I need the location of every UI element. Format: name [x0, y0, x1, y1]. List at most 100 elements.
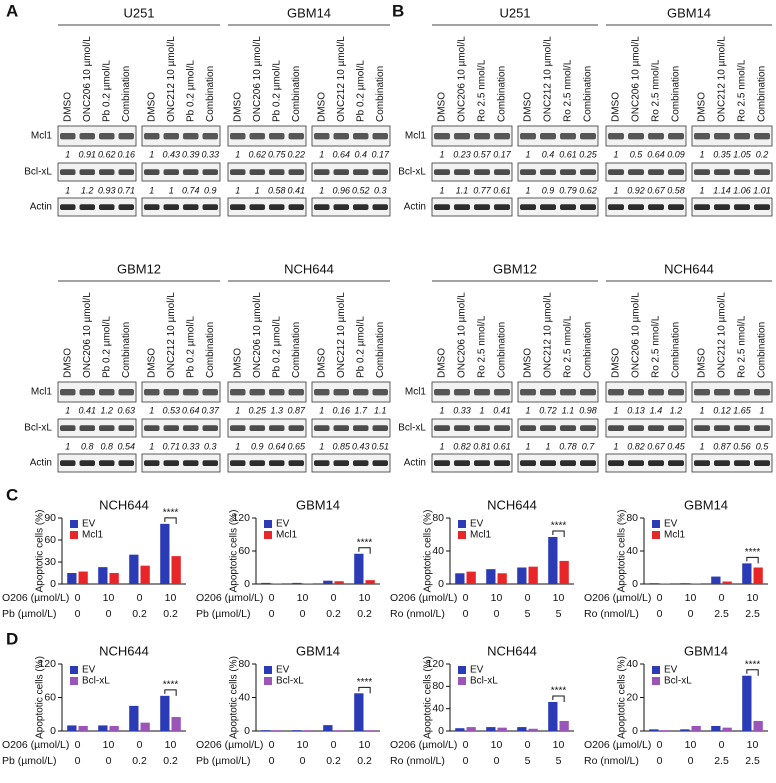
band [269, 425, 285, 432]
legend-label: EV [82, 519, 96, 530]
band [668, 133, 684, 140]
mcl1-quant: 1 [613, 149, 618, 159]
band [734, 425, 750, 432]
lane-label: ONC206 10 µmol/L [82, 36, 93, 122]
mcl1-quant: 0.57 [473, 149, 492, 159]
bar [691, 725, 701, 731]
x-row-value: 0 [300, 608, 306, 620]
x-row-value: 0.2 [326, 755, 341, 767]
band [60, 169, 76, 176]
lane-label: DMSO [611, 92, 622, 122]
band [118, 169, 134, 176]
blot-frame [517, 125, 599, 147]
band [454, 460, 470, 467]
legend-label: Bcl-xL [276, 676, 304, 687]
mcl1-quant: 1 [479, 405, 484, 415]
band [333, 169, 349, 176]
bclxl-quant: 0.43 [352, 441, 370, 451]
blot-frame [311, 125, 391, 147]
chart-title: NCH644 [99, 643, 149, 658]
y-axis-label: Apoptotic cells (%) [35, 656, 46, 739]
x-row-label: O206 (µmol/L) [2, 739, 69, 751]
band [333, 133, 349, 140]
band [183, 389, 199, 396]
band [520, 169, 536, 176]
lane-label: Combination [121, 66, 132, 122]
legend-label: EV [470, 665, 484, 676]
band [202, 133, 218, 140]
bar [559, 560, 569, 584]
lane-label: Pb 0.2 µmol/L [101, 316, 112, 378]
mcl1-quant: 0.5 [630, 149, 644, 159]
bar [303, 730, 313, 731]
band [474, 133, 490, 140]
lane-label: DMSO [62, 348, 73, 378]
band [494, 204, 510, 211]
band [754, 425, 770, 432]
blot-frame [431, 125, 513, 147]
lane-label: Ro 2.5 nmol/L [737, 315, 748, 378]
x-row-value: 5 [525, 755, 531, 767]
x-row-value: 0 [331, 592, 337, 604]
panel-letter: A [6, 1, 18, 20]
significance-bracket [746, 556, 759, 564]
lane-label: Pb 0.2 µmol/L [355, 60, 366, 122]
bclxl-quant: 0.78 [559, 441, 577, 451]
x-row-value: 10 [747, 592, 759, 604]
bar [67, 573, 77, 584]
legend-swatch [458, 677, 466, 685]
protein-label: Actin [30, 458, 52, 469]
x-row-value: 10 [165, 739, 177, 751]
legend-swatch [70, 666, 78, 674]
band [694, 425, 710, 432]
bclxl-quant: 1 [235, 185, 240, 195]
mcl1-quant: 0.17 [493, 149, 512, 159]
mcl1-quant: 0.2 [756, 149, 769, 159]
bar [292, 582, 302, 584]
bar [528, 566, 538, 584]
band [580, 460, 596, 467]
mcl1-quant: 0.41 [78, 405, 96, 415]
band [734, 389, 750, 396]
band [454, 204, 470, 211]
mcl1-quant: 1 [149, 149, 154, 159]
lane-label: ONC212 10 µmol/L [336, 292, 347, 378]
blot-frame [517, 453, 599, 473]
band [754, 133, 770, 140]
x-row-label: O206 (µmol/L) [196, 592, 263, 604]
protein-label: Bcl-xL [24, 167, 52, 178]
band [648, 389, 664, 396]
blot-frame [605, 197, 687, 217]
band [520, 425, 536, 432]
band [668, 204, 684, 211]
band [163, 460, 179, 467]
band [580, 389, 596, 396]
bclxl-quant: 0.96 [332, 185, 350, 195]
band [314, 204, 330, 211]
band [474, 204, 490, 211]
band [144, 389, 160, 396]
lane-label: Combination [671, 322, 682, 378]
band [628, 204, 644, 211]
mcl1-quant: 0.33 [453, 405, 471, 415]
legend-label: EV [82, 665, 96, 676]
bar [109, 573, 119, 584]
x-row-value: 0 [463, 608, 469, 620]
x-row-value: 0 [269, 739, 275, 751]
mcl1-quant: 0.09 [667, 149, 685, 159]
bar [711, 576, 721, 584]
bclxl-quant: 1 [169, 185, 174, 195]
y-tick-label: 80 [626, 512, 638, 524]
x-row-value: 0 [463, 755, 469, 767]
lane-label: ONC212 10 µmol/L [166, 292, 177, 378]
band [183, 204, 199, 211]
band [434, 425, 450, 432]
mcl1-quant: 0.62 [98, 149, 116, 159]
lane-label: Ro 2.5 nmol/L [563, 59, 574, 122]
band [79, 460, 95, 467]
blot-frame [311, 162, 391, 182]
x-row-label: Ro (nmol/L) [584, 755, 639, 767]
y-tick-label: 60 [238, 545, 250, 557]
bclxl-quant: 0.74 [182, 185, 200, 195]
bar [753, 567, 763, 584]
